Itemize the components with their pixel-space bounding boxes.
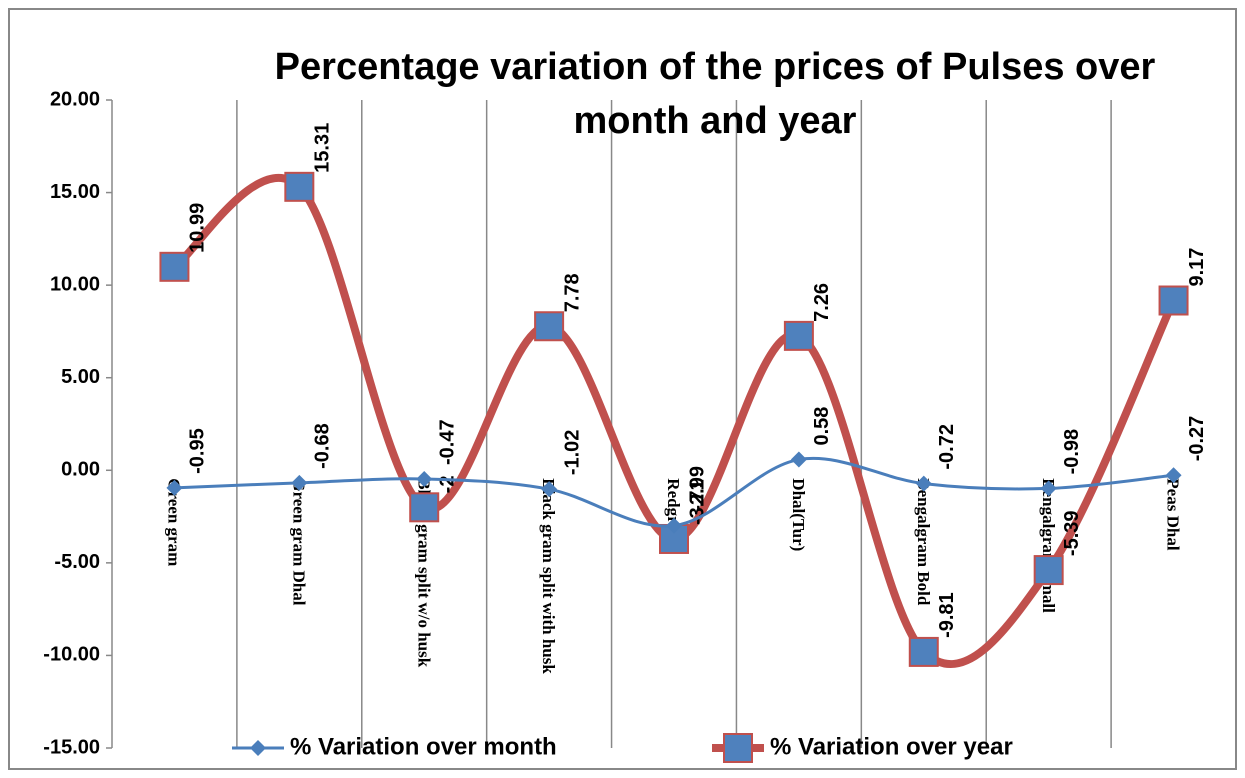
marker [284, 171, 315, 202]
marker [1040, 480, 1057, 497]
x-tick-label: Bengalgram Small [1039, 478, 1058, 613]
y-tick-label: 0.00 [61, 459, 100, 481]
marker [1165, 467, 1182, 484]
legend-marker [723, 733, 753, 763]
y-tick-label: -5.00 [54, 551, 100, 573]
data-label: 10.99 [187, 203, 209, 253]
y-tick-label: 15.00 [50, 181, 100, 203]
data-label: -3.71 [686, 479, 708, 525]
y-tick-label: -10.00 [43, 644, 100, 666]
data-label: 0.58 [811, 407, 833, 446]
x-tick-label: Green gram Dhal [289, 478, 308, 605]
y-tick-label: 20.00 [50, 88, 100, 110]
data-label: 7.78 [561, 273, 583, 312]
legend-marker [250, 740, 266, 756]
chart-title: Percentage variation of the prices of Pu… [274, 46, 1156, 142]
chart-border [8, 8, 1237, 770]
marker [409, 492, 440, 523]
data-label: -0.95 [187, 428, 209, 474]
marker [416, 470, 433, 487]
marker [291, 474, 308, 491]
data-label: -5.39 [1061, 510, 1083, 556]
data-label: -0.47 [437, 419, 459, 465]
marker [783, 320, 814, 351]
data-label: -9.81 [936, 592, 958, 638]
marker [541, 481, 558, 498]
data-label: -0.98 [1061, 429, 1083, 475]
marker [159, 251, 190, 282]
x-tick-label: Dhal(Tur) [789, 478, 808, 551]
marker [534, 311, 565, 342]
data-label: -1.02 [561, 430, 583, 476]
x-tick-label: Peas Dhal [1164, 478, 1183, 551]
marker [1158, 285, 1189, 316]
marker [166, 479, 183, 496]
y-tick-label: 5.00 [61, 366, 100, 388]
y-tick-label: -15.00 [43, 736, 100, 758]
x-tick-label: Green gram [165, 478, 184, 566]
legend-label: % Variation over year [770, 733, 1013, 760]
data-label: -0.72 [936, 424, 958, 470]
marker [908, 636, 939, 667]
x-tick-label: Bengalgram Bold [914, 478, 933, 606]
marker [666, 517, 682, 534]
marker [1033, 555, 1064, 586]
y-tick-label: 10.00 [50, 273, 100, 295]
legend-label: % Variation over month [290, 733, 557, 760]
data-label: 15.31 [312, 123, 334, 173]
x-tick-label: Black gram split w/o husk [414, 478, 433, 667]
data-label: -2.99 [686, 466, 708, 512]
marker [915, 475, 932, 492]
data-label: 9.17 [1186, 248, 1208, 287]
data-label: -0.68 [312, 423, 334, 469]
data-label: 7.26 [811, 283, 833, 322]
marker [790, 451, 807, 468]
x-tick-label: Black gram split with husk [539, 478, 558, 674]
data-label: -0.27 [1186, 416, 1208, 462]
